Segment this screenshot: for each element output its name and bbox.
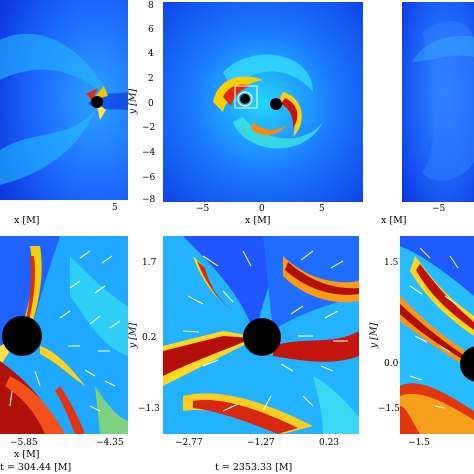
- time-label: t = 304.44 [M]: [0, 462, 72, 473]
- density-map-top-center: [163, 2, 363, 202]
- velocity-arrows: [409, 247, 459, 409]
- y-tick: 0: [148, 99, 154, 109]
- y-tick: 2: [148, 74, 154, 84]
- time-label: t = 2353.33 [M]: [215, 462, 293, 473]
- x-tick: 0.23: [319, 438, 340, 448]
- black-hole: [270, 98, 282, 110]
- x-tick: −5: [196, 204, 210, 214]
- panel-top-right: [402, 2, 474, 202]
- y-tick: 4: [148, 49, 154, 59]
- y-tick: −2: [142, 123, 156, 133]
- y-tick: −1.5: [378, 404, 400, 414]
- y-tick: −6: [142, 173, 156, 183]
- x-tick: 0: [259, 204, 265, 214]
- panel-bottom-right: [400, 236, 474, 434]
- y-axis-label: y [M]: [127, 88, 139, 115]
- density-map-top-left: [0, 0, 128, 200]
- black-hole: [2, 316, 42, 356]
- x-tick: 5: [319, 204, 325, 214]
- x-axis-label: x [M]: [14, 449, 40, 460]
- x-tick: −4.35: [96, 438, 124, 448]
- x-tick: −5: [432, 204, 446, 214]
- panel-top-left: [0, 0, 128, 200]
- velocity-arrows: [9, 250, 121, 412]
- zoom-box: [234, 85, 258, 109]
- x-axis-label: x [M]: [381, 215, 407, 226]
- x-axis-label: x [M]: [245, 215, 271, 226]
- zoom-map-bottom-left: [0, 236, 128, 434]
- x-tick: 5: [112, 203, 118, 213]
- x-tick: −5.85: [10, 438, 38, 448]
- y-tick: −8: [142, 195, 156, 205]
- zoom-map-bottom-center: [163, 236, 359, 434]
- black-hole: [91, 96, 103, 108]
- panel-bottom-left: [0, 236, 128, 434]
- x-tick: −1.27: [247, 438, 275, 448]
- x-axis-label: x [M]: [14, 215, 40, 226]
- velocity-arrows: [182, 250, 348, 412]
- y-tick: 1.7: [142, 258, 157, 268]
- y-axis-label: y [M]: [368, 322, 380, 349]
- x-tick: −2.77: [175, 438, 203, 448]
- x-tick: −1.5: [408, 438, 430, 448]
- y-axis-label: y [M]: [127, 322, 139, 349]
- y-tick: 6: [148, 25, 154, 35]
- density-map-top-right: [402, 2, 474, 202]
- black-hole: [460, 346, 474, 382]
- y-tick: 0.2: [142, 333, 157, 343]
- black-hole: [243, 318, 281, 356]
- zoom-map-bottom-right: [400, 236, 474, 434]
- y-tick: −1.3: [138, 404, 160, 414]
- y-tick: 1.5: [384, 258, 399, 268]
- y-tick: 8: [148, 1, 154, 11]
- panel-bottom-center: [163, 236, 359, 434]
- panel-top-center: [163, 2, 363, 202]
- y-tick: 0.0: [384, 359, 399, 369]
- y-tick: −4: [142, 148, 156, 158]
